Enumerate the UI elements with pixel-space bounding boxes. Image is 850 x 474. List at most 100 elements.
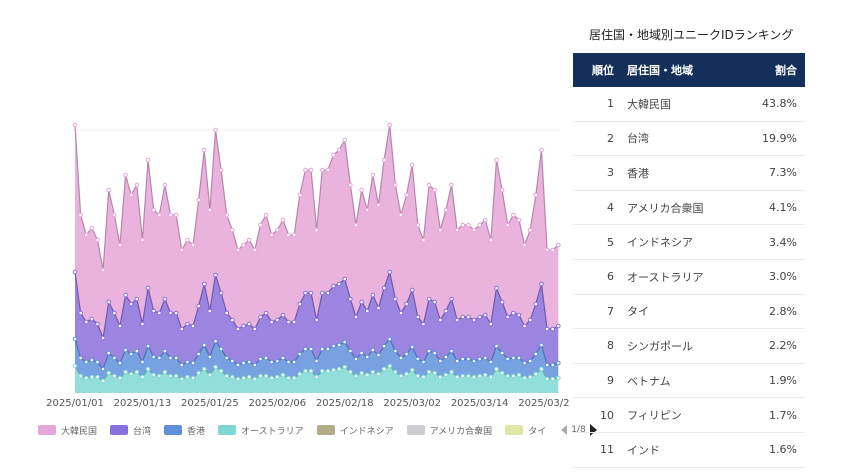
data-point[interactable] xyxy=(454,317,460,323)
data-point[interactable] xyxy=(438,227,443,233)
data-point[interactable] xyxy=(241,375,246,381)
data-point[interactable] xyxy=(218,290,224,296)
data-point[interactable] xyxy=(145,343,151,349)
data-point[interactable] xyxy=(556,360,561,366)
data-point[interactable] xyxy=(393,182,398,188)
data-point[interactable] xyxy=(443,372,449,378)
data-point[interactable] xyxy=(364,308,370,314)
data-point[interactable] xyxy=(438,317,443,323)
data-point[interactable] xyxy=(421,321,426,327)
data-point[interactable] xyxy=(449,296,454,302)
data-point[interactable] xyxy=(544,247,550,253)
data-point[interactable] xyxy=(376,371,381,377)
data-point[interactable] xyxy=(241,323,246,329)
data-point[interactable] xyxy=(275,227,280,233)
data-point[interactable] xyxy=(466,373,471,379)
data-point[interactable] xyxy=(190,375,196,381)
legend-item[interactable]: アメリカ合衆国 xyxy=(406,424,492,437)
data-point[interactable] xyxy=(482,355,488,361)
data-point[interactable] xyxy=(494,343,499,349)
data-point[interactable] xyxy=(140,359,145,365)
data-point[interactable] xyxy=(527,227,533,233)
data-point[interactable] xyxy=(443,354,449,360)
legend-item[interactable]: 台湾 xyxy=(110,424,151,437)
data-point[interactable] xyxy=(297,371,303,377)
data-point[interactable] xyxy=(387,336,393,342)
data-point[interactable] xyxy=(494,285,499,291)
data-point[interactable] xyxy=(162,182,168,188)
data-point[interactable] xyxy=(78,212,83,218)
data-point[interactable] xyxy=(319,368,325,374)
data-point[interactable] xyxy=(157,355,162,361)
data-point[interactable] xyxy=(488,321,494,327)
data-point[interactable] xyxy=(544,326,550,332)
data-point[interactable] xyxy=(173,212,179,218)
data-point[interactable] xyxy=(123,347,128,353)
data-point[interactable] xyxy=(426,369,432,375)
data-point[interactable] xyxy=(123,369,128,375)
data-point[interactable] xyxy=(381,157,387,163)
data-point[interactable] xyxy=(297,351,303,357)
data-point[interactable] xyxy=(404,351,409,357)
data-point[interactable] xyxy=(308,368,314,374)
data-point[interactable] xyxy=(336,366,342,372)
data-point[interactable] xyxy=(151,354,156,360)
data-point[interactable] xyxy=(128,301,134,307)
data-point[interactable] xyxy=(409,344,415,350)
data-point[interactable] xyxy=(230,374,235,380)
data-point[interactable] xyxy=(246,359,252,365)
data-point[interactable] xyxy=(89,225,95,231)
data-point[interactable] xyxy=(252,326,258,332)
data-point[interactable] xyxy=(387,363,393,369)
data-point[interactable] xyxy=(241,242,246,248)
data-point[interactable] xyxy=(511,310,516,316)
data-point[interactable] xyxy=(128,371,134,377)
data-point[interactable] xyxy=(263,212,269,218)
data-point[interactable] xyxy=(269,375,275,381)
data-point[interactable] xyxy=(291,375,297,381)
data-point[interactable] xyxy=(505,373,511,379)
data-point[interactable] xyxy=(336,342,342,348)
data-point[interactable] xyxy=(393,348,398,354)
legend-item[interactable]: インドネシア xyxy=(316,424,394,437)
data-point[interactable] xyxy=(95,359,100,365)
data-point[interactable] xyxy=(415,373,421,379)
data-point[interactable] xyxy=(213,364,218,370)
data-point[interactable] xyxy=(443,207,449,213)
data-point[interactable] xyxy=(275,358,280,364)
data-point[interactable] xyxy=(263,310,269,316)
data-point[interactable] xyxy=(241,360,246,366)
data-point[interactable] xyxy=(376,305,381,311)
data-point[interactable] xyxy=(100,378,106,384)
data-point[interactable] xyxy=(201,147,207,153)
data-point[interactable] xyxy=(404,192,409,198)
data-point[interactable] xyxy=(162,348,168,354)
data-point[interactable] xyxy=(151,207,156,213)
data-point[interactable] xyxy=(550,362,556,368)
data-point[interactable] xyxy=(207,372,213,378)
data-point[interactable] xyxy=(426,296,432,302)
data-point[interactable] xyxy=(516,217,522,223)
data-point[interactable] xyxy=(157,373,162,379)
data-point[interactable] xyxy=(286,319,291,325)
data-point[interactable] xyxy=(218,368,224,374)
data-point[interactable] xyxy=(140,237,145,243)
data-point[interactable] xyxy=(123,292,128,298)
data-point[interactable] xyxy=(252,247,258,253)
data-point[interactable] xyxy=(494,366,499,372)
data-point[interactable] xyxy=(488,374,494,380)
data-point[interactable] xyxy=(342,339,348,345)
data-point[interactable] xyxy=(359,370,364,376)
data-point[interactable] xyxy=(471,358,477,364)
data-point[interactable] xyxy=(370,369,376,375)
data-point[interactable] xyxy=(275,317,280,323)
data-point[interactable] xyxy=(348,182,353,188)
legend-item[interactable]: 香港 xyxy=(164,424,205,437)
data-point[interactable] xyxy=(466,222,471,228)
data-point[interactable] xyxy=(83,359,89,365)
data-point[interactable] xyxy=(145,157,151,163)
data-point[interactable] xyxy=(460,356,466,362)
data-point[interactable] xyxy=(477,314,482,320)
data-point[interactable] xyxy=(134,348,140,354)
data-point[interactable] xyxy=(432,370,437,376)
